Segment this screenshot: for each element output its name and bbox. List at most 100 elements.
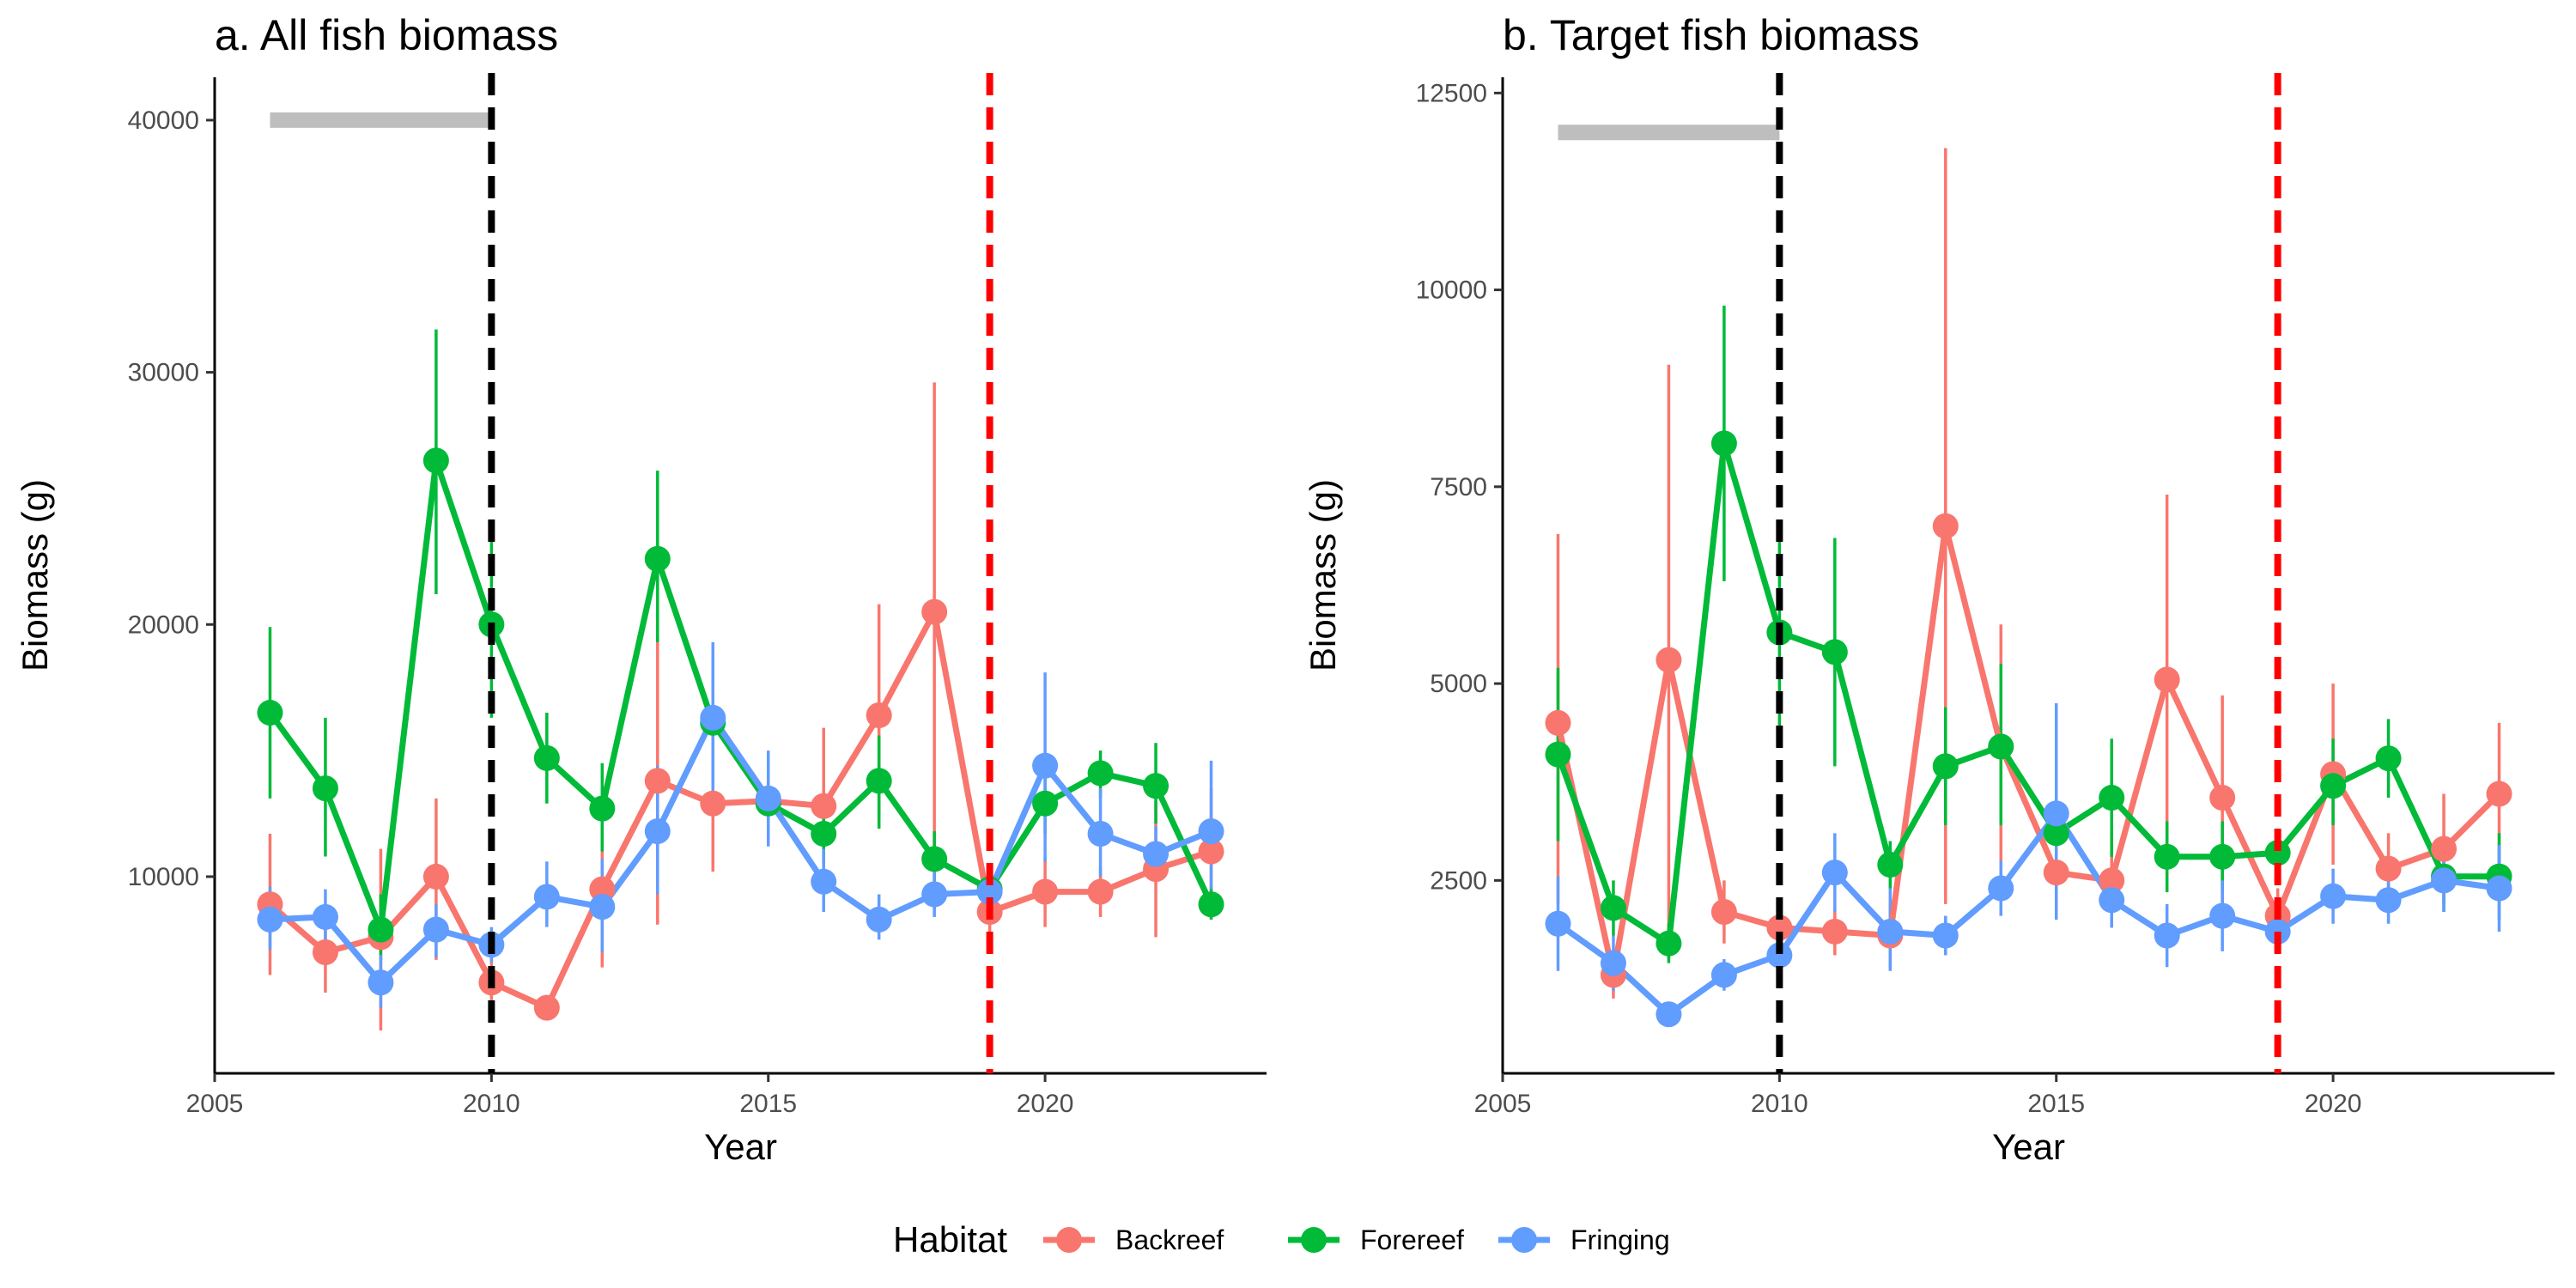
b-point-fringing <box>2320 883 2347 909</box>
b-point-backreef <box>2154 666 2180 693</box>
a-x-tick-label: 2005 <box>186 1090 244 1118</box>
legend-label-backreef: Backreef <box>1115 1224 1224 1255</box>
a-point-forereef <box>1143 773 1170 799</box>
legend-label-fringing: Fringing <box>1571 1224 1670 1255</box>
b-point-forereef <box>1988 733 2014 760</box>
b-y-tick-label: 5000 <box>1430 670 1487 698</box>
b-point-forereef <box>1877 851 1904 878</box>
a-point-forereef <box>368 916 394 943</box>
a-point-fringing <box>1087 821 1114 848</box>
b-point-forereef <box>2209 843 2236 870</box>
a-point-fringing <box>533 884 560 910</box>
a-point-backreef <box>312 939 338 966</box>
a-point-backreef <box>1087 878 1114 905</box>
b-series-line-fringing <box>1556 810 2500 1018</box>
b-point-forereef <box>2043 820 2069 847</box>
legend-key-point-backreef <box>1056 1227 1082 1253</box>
a-point-forereef <box>811 821 837 848</box>
b-point-fringing <box>1821 860 1848 886</box>
b-point-forereef <box>2264 840 2291 866</box>
a-point-fringing <box>866 906 892 933</box>
b-x-tick-label: 2005 <box>1474 1090 1532 1118</box>
b-point-backreef <box>1710 899 1737 926</box>
a-point-backreef <box>921 598 948 625</box>
a-y-tick-label: 20000 <box>128 611 199 639</box>
a-x-tick-label: 2020 <box>1017 1090 1074 1118</box>
a-point-fringing <box>921 881 948 908</box>
a-point-fringing <box>755 785 781 811</box>
b-point-forereef <box>1821 639 1848 665</box>
b-series-line-forereef <box>1555 440 2500 947</box>
b-point-forereef <box>1545 741 1571 768</box>
b-point-forereef <box>1710 430 1737 457</box>
b-point-forereef <box>2375 745 2402 772</box>
b-point-backreef <box>1766 914 1793 941</box>
b-point-fringing <box>2209 902 2236 929</box>
a-point-forereef <box>866 768 892 794</box>
a-point-fringing <box>368 969 394 996</box>
a-x-tick-label: 2015 <box>739 1090 797 1118</box>
b-point-backreef <box>1656 647 1682 673</box>
legend-key-point-fringing <box>1511 1227 1537 1253</box>
a-point-fringing <box>589 894 616 920</box>
a-series-line-fringing <box>270 714 1212 986</box>
b-y-tick-label: 10000 <box>1416 276 1487 305</box>
a-point-fringing <box>1143 841 1170 867</box>
a-point-fringing <box>422 916 449 943</box>
b-point-forereef <box>2154 843 2180 870</box>
a-point-fringing <box>1198 818 1224 845</box>
b-point-forereef <box>1600 895 1626 921</box>
a-y-tick-label: 30000 <box>128 359 199 387</box>
b-point-forereef <box>1932 753 1959 780</box>
a-point-backreef <box>1032 878 1059 905</box>
a-point-backreef <box>422 863 449 890</box>
b-point-fringing <box>1988 875 2014 902</box>
a-point-forereef <box>589 795 616 822</box>
a-point-forereef <box>533 744 560 771</box>
panel-b-target-fish: b. Target fish biomass 2005 2010 2015 2020 25… <box>1303 11 2555 1167</box>
b-y-tick-label: 2500 <box>1430 866 1487 895</box>
b-point-fringing <box>2375 887 2402 914</box>
a-point-fringing <box>700 704 726 731</box>
a-point-forereef <box>312 775 338 802</box>
legend-title: Habitat <box>893 1219 1007 1260</box>
b-point-backreef <box>2209 785 2236 811</box>
a-point-forereef <box>422 447 449 474</box>
b-x-tick-label: 2015 <box>2027 1090 2085 1118</box>
legend-key-point-forereef <box>1301 1227 1327 1253</box>
panel-a-all-fish: a. All fish biomass 2005 2010 2015 2020 10000… <box>15 11 1267 1167</box>
a-point-forereef <box>1087 760 1114 787</box>
b-point-fringing <box>1932 922 1959 949</box>
b-point-fringing <box>2264 918 2291 945</box>
b-point-backreef <box>1545 709 1571 736</box>
a-y-tick-label: 10000 <box>128 863 199 891</box>
a-point-fringing <box>811 868 837 895</box>
b-chart-title: b. Target fish biomass <box>1503 11 1919 59</box>
a-point-fringing <box>644 818 671 845</box>
b-y-tick-label: 7500 <box>1430 473 1487 501</box>
b-point-fringing <box>1656 1001 1682 1028</box>
a-y-axis-label: Biomass (g) <box>15 479 55 671</box>
a-point-backreef <box>589 876 616 902</box>
a-point-forereef <box>257 700 283 726</box>
a-point-fringing <box>257 906 283 933</box>
b-point-forereef <box>1656 930 1682 957</box>
legend-label-forereef: Forereef <box>1360 1224 1464 1255</box>
a-series-line-forereef <box>267 457 1214 933</box>
b-point-fringing <box>2043 800 2069 827</box>
a-x-tick-label: 2010 <box>463 1090 520 1118</box>
b-x-axis-label: Year <box>1992 1127 2065 1167</box>
b-point-fringing <box>2099 887 2125 914</box>
b-point-backreef <box>2043 860 2069 886</box>
a-point-forereef <box>644 545 671 572</box>
b-point-fringing <box>2431 867 2458 894</box>
a-point-backreef <box>533 994 560 1021</box>
b-point-fringing <box>1545 910 1571 937</box>
a-point-backreef <box>1198 838 1224 865</box>
b-point-fringing <box>2154 922 2180 949</box>
a-point-backreef <box>811 793 837 819</box>
b-x-tick-label: 2020 <box>2305 1090 2362 1118</box>
b-point-fringing <box>1766 942 1793 969</box>
a-point-backreef <box>700 790 726 817</box>
